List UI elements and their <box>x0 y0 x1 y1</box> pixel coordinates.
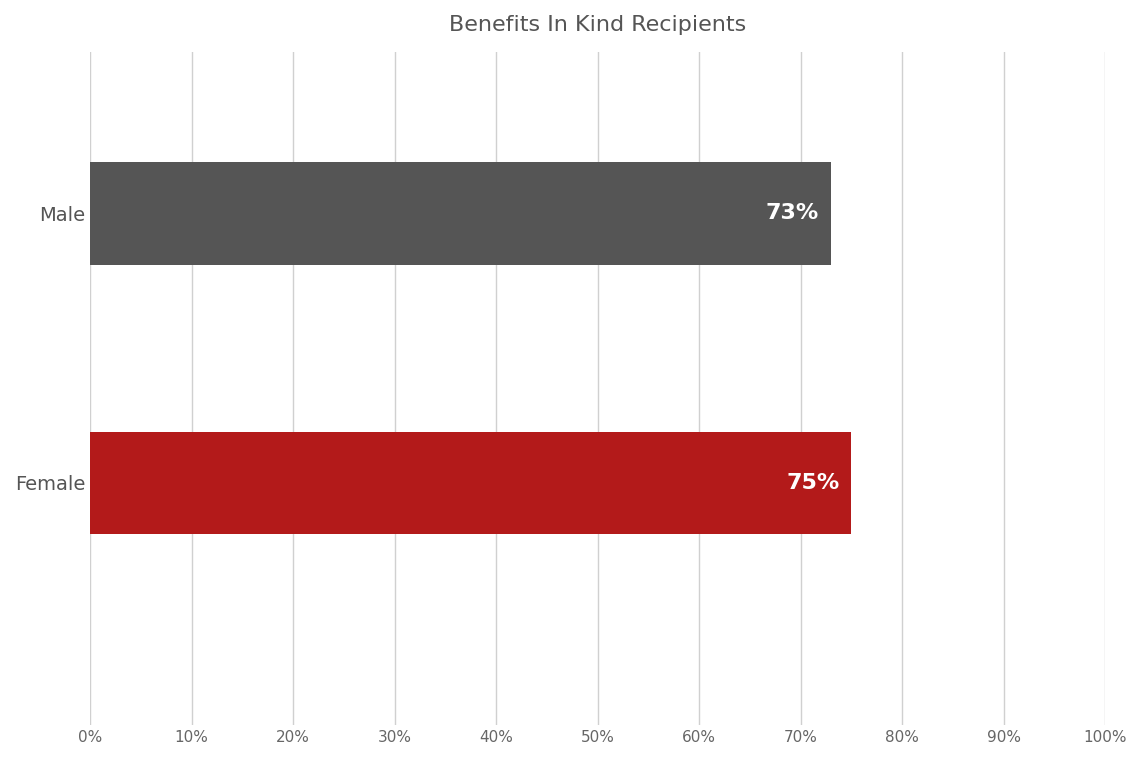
Text: 75%: 75% <box>786 473 839 492</box>
Title: Benefits In Kind Recipients: Benefits In Kind Recipients <box>449 15 747 35</box>
Text: 73%: 73% <box>766 204 819 223</box>
Bar <box>90 162 831 264</box>
Bar <box>90 432 852 534</box>
